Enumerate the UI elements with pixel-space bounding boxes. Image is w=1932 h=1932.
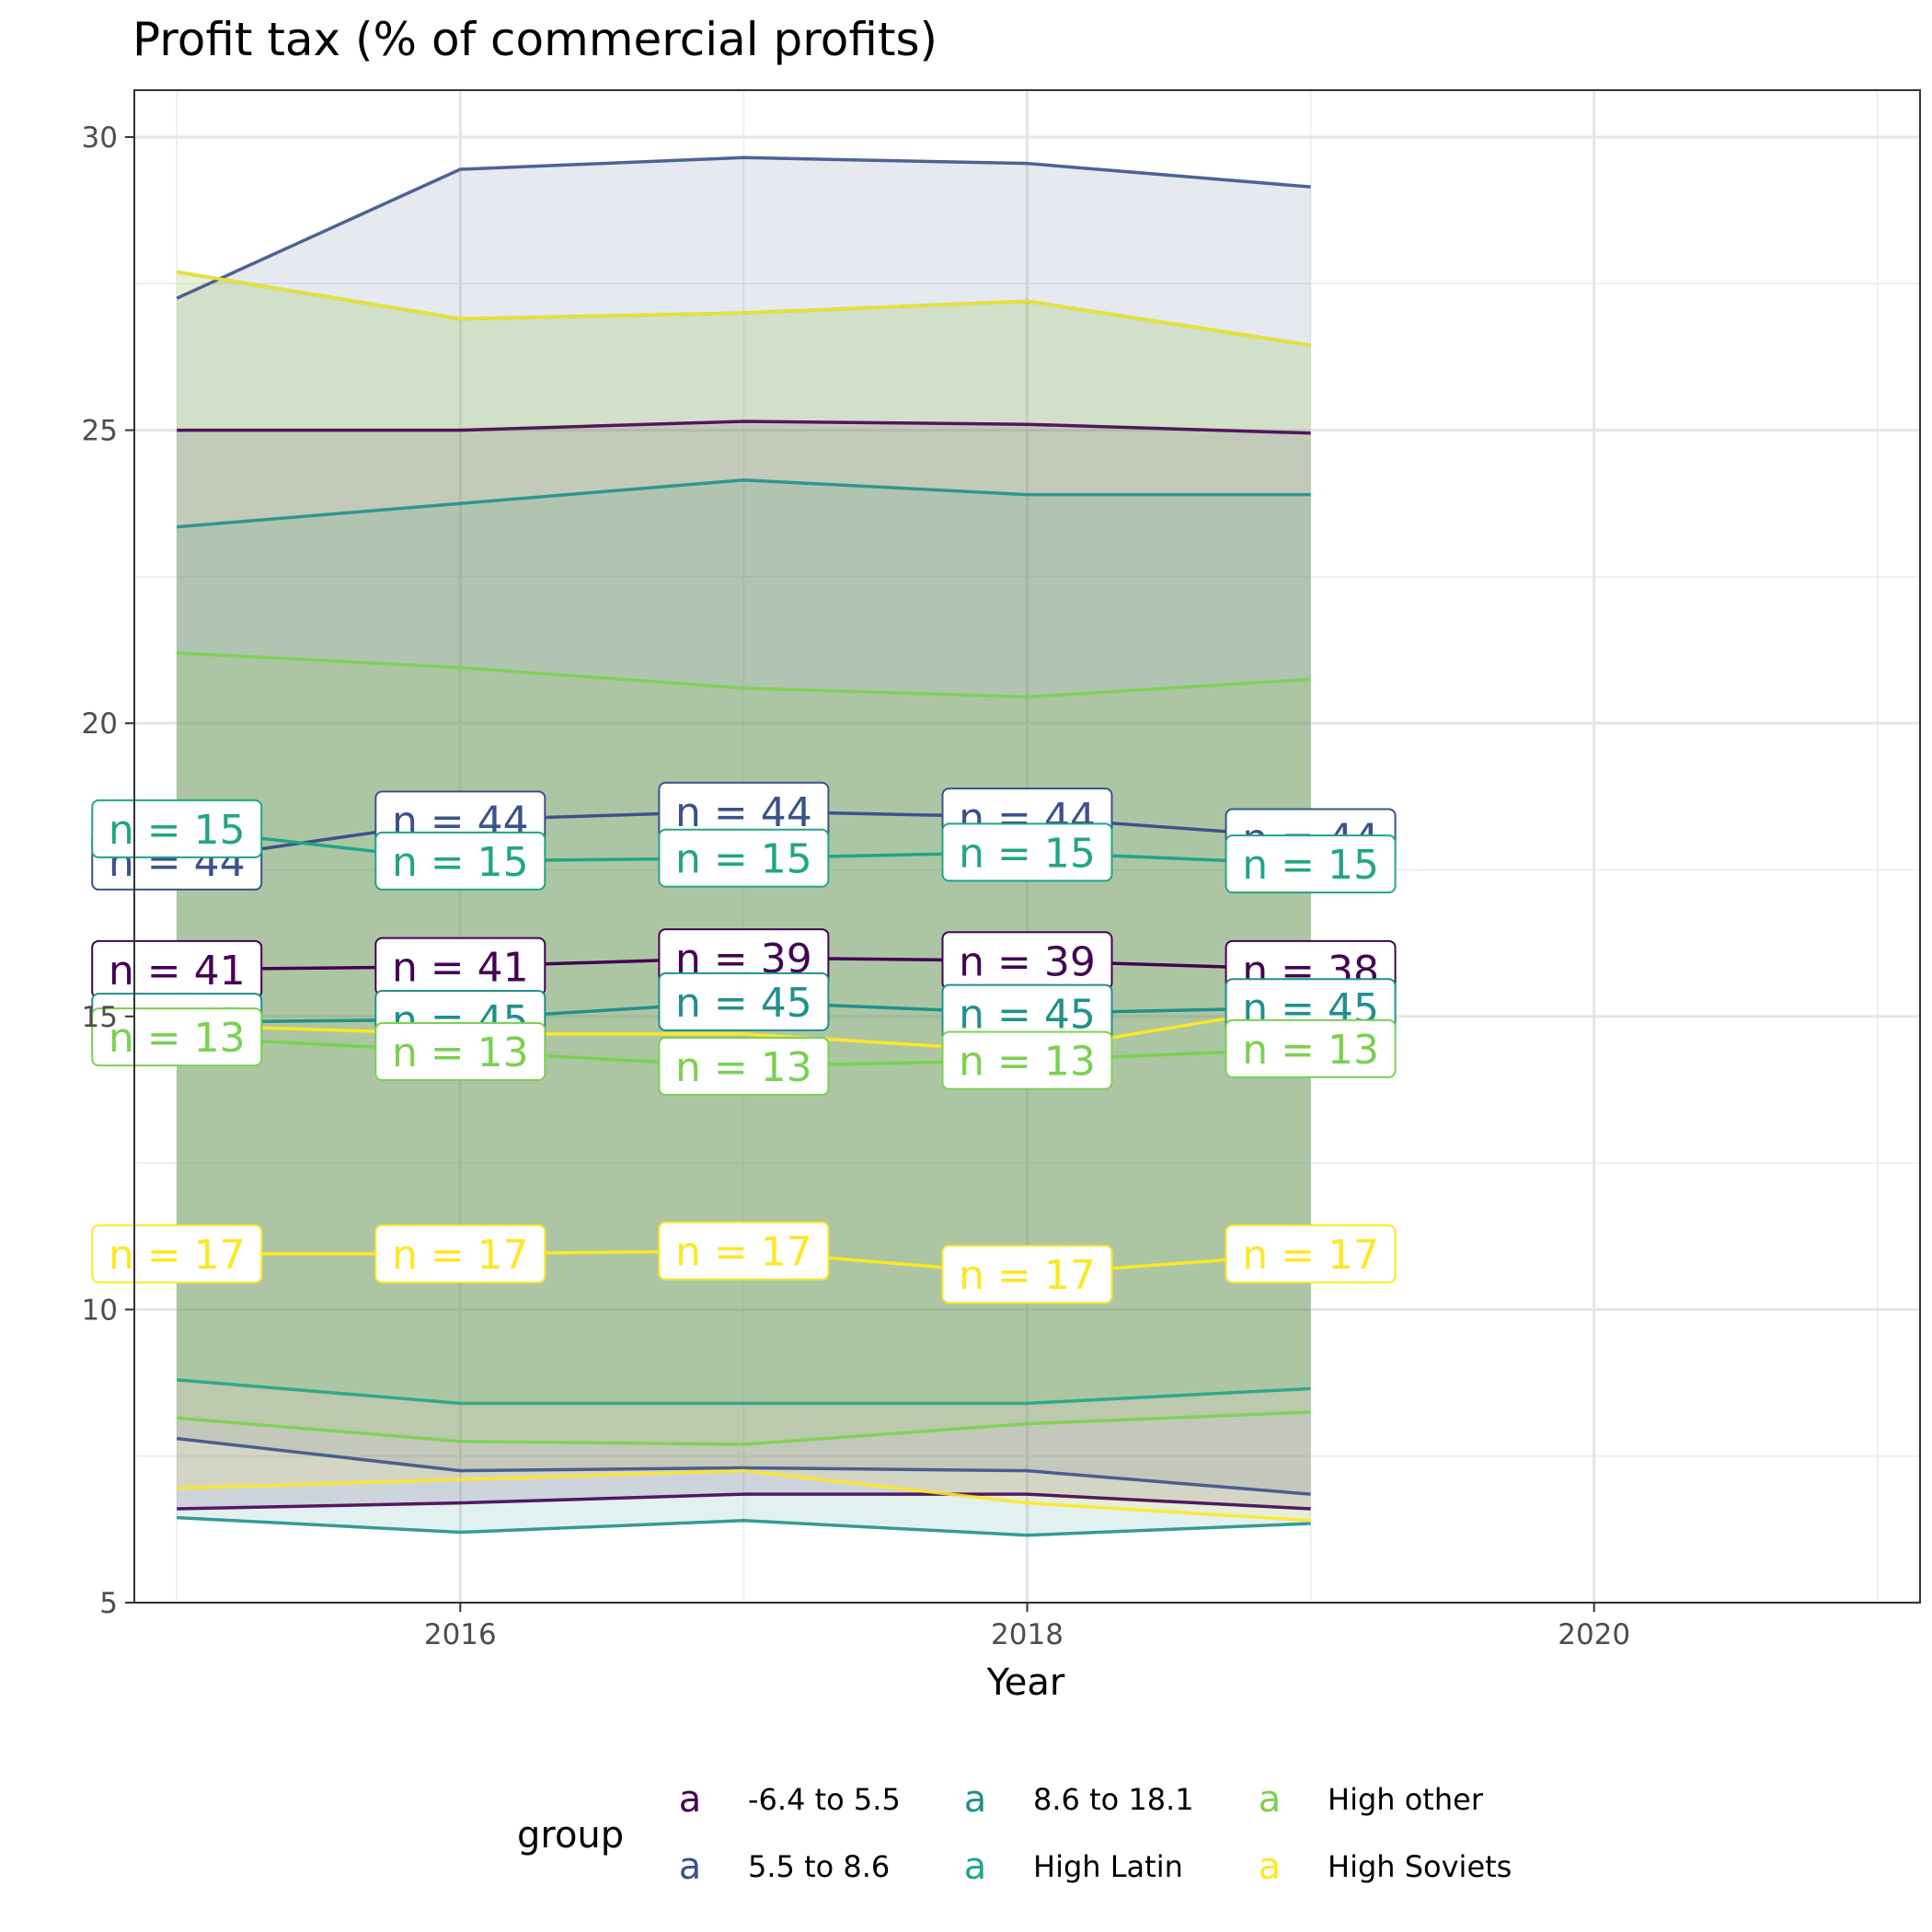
n-label-8-6-to-18-1: n = 45 bbox=[959, 992, 1096, 1039]
n-label-high-soviets: n = 17 bbox=[392, 1232, 529, 1279]
axis-layer: 2016 2018 2020 5 10 15 20 25 30 bbox=[82, 121, 1631, 1651]
y-tick-label: 15 bbox=[82, 1001, 118, 1034]
n-label-high-soviets: n = 17 bbox=[675, 1229, 812, 1276]
n-label-high-latin: n = 15 bbox=[392, 839, 529, 886]
n-label-box bbox=[1225, 1224, 1397, 1283]
legend-key-5-5-to-8-6: a bbox=[679, 1846, 702, 1888]
n-label-high-other: n = 13 bbox=[675, 1044, 812, 1091]
n-label-box bbox=[374, 1022, 546, 1082]
n-label-high-latin: n = 15 bbox=[675, 836, 812, 883]
n-label-high-latin: n = 15 bbox=[109, 807, 246, 854]
legend: group a -6.4 to 5.5 a 5.5 to 8.6 a 8.6 to 18.… bbox=[517, 1778, 1512, 1888]
upper-line--6-4-to-5-5 bbox=[177, 420, 1311, 435]
n-label-box bbox=[941, 1245, 1113, 1305]
upper-line-8-6-to-18-1 bbox=[177, 477, 1311, 529]
x-tick-label: 2016 bbox=[424, 1618, 497, 1651]
n-label-high-soviets: n = 17 bbox=[1242, 1232, 1379, 1279]
n-label-high-soviets: n = 17 bbox=[959, 1252, 1096, 1299]
lower-line-8-6-to-18-1 bbox=[177, 1515, 1311, 1537]
n-label--6-4-to-5-5: n = 41 bbox=[392, 945, 529, 992]
n-label-box bbox=[374, 831, 546, 891]
legend-key-8-6-to-18-1: a bbox=[964, 1778, 987, 1821]
lower-line--6-4-to-5-5 bbox=[177, 1492, 1311, 1511]
n-label--6-4-to-5-5: n = 41 bbox=[109, 948, 246, 995]
mean-line-high-soviets bbox=[177, 1003, 1311, 1053]
n-label-8-6-to-18-1: n = 45 bbox=[675, 980, 812, 1027]
upper-line-high-soviets bbox=[176, 270, 1311, 347]
legend-key-high-soviets: a bbox=[1259, 1846, 1282, 1888]
n-label-box bbox=[658, 1221, 830, 1281]
lower-line-high-other bbox=[177, 1410, 1311, 1446]
x-tick-label: 2018 bbox=[991, 1618, 1064, 1651]
n-label-5-5-to-8-6: n = 44 bbox=[675, 789, 812, 836]
legend-key-high-latin: a bbox=[964, 1846, 987, 1888]
lower-line-5-5-to-8-6 bbox=[177, 1436, 1311, 1496]
legend-label--6-4-to-5-5: -6.4 to 5.5 bbox=[748, 1782, 901, 1817]
n-label-box bbox=[374, 1224, 546, 1283]
y-tick-label: 30 bbox=[82, 121, 118, 155]
band-high-soviets bbox=[177, 271, 1311, 1521]
lower-line-high-soviets bbox=[177, 1468, 1311, 1523]
y-tick-label: 10 bbox=[82, 1294, 118, 1327]
legend-label-8-6-to-18-1: 8.6 to 18.1 bbox=[1033, 1782, 1194, 1817]
legend-label-high-latin: High Latin bbox=[1033, 1849, 1183, 1884]
legend-title: group bbox=[517, 1814, 624, 1857]
n-label-box bbox=[658, 828, 830, 888]
n-label-box bbox=[1225, 834, 1397, 894]
upper-line-high-other bbox=[177, 650, 1311, 699]
n-label-high-other: n = 13 bbox=[959, 1039, 1096, 1086]
n-label-box bbox=[658, 1036, 830, 1096]
lower-line-high-latin bbox=[177, 1378, 1311, 1406]
x-axis-title: Year bbox=[986, 1662, 1065, 1704]
legend-key--6-4-to-5-5: a bbox=[679, 1778, 702, 1821]
y-tick-label: 20 bbox=[82, 707, 118, 741]
n-label-box bbox=[941, 1030, 1113, 1090]
n-label-box bbox=[941, 822, 1113, 882]
n-label-box bbox=[658, 972, 830, 1031]
y-tick-label: 5 bbox=[99, 1587, 118, 1620]
legend-key-high-other: a bbox=[1259, 1778, 1282, 1821]
n-label-high-latin: n = 15 bbox=[1242, 842, 1379, 889]
upper-line-5-5-to-8-6 bbox=[176, 155, 1311, 300]
legend-label-high-other: High other bbox=[1328, 1782, 1484, 1817]
x-tick-label: 2020 bbox=[1558, 1618, 1630, 1651]
n-label-high-other: n = 13 bbox=[1242, 1027, 1379, 1074]
y-tick-label: 25 bbox=[82, 415, 118, 448]
legend-label-5-5-to-8-6: 5.5 to 8.6 bbox=[748, 1849, 890, 1884]
n-label-high-other: n = 13 bbox=[392, 1029, 529, 1076]
n-label-high-soviets: n = 17 bbox=[109, 1232, 246, 1279]
chart-title: Profit tax (% of commercial profits) bbox=[132, 13, 937, 66]
legend-label-high-soviets: High Soviets bbox=[1328, 1849, 1512, 1884]
n-label-high-latin: n = 15 bbox=[959, 830, 1096, 877]
n-label-box bbox=[1225, 1018, 1397, 1078]
n-label-high-other: n = 13 bbox=[109, 1015, 246, 1062]
n-label--6-4-to-5-5: n = 39 bbox=[959, 938, 1096, 985]
